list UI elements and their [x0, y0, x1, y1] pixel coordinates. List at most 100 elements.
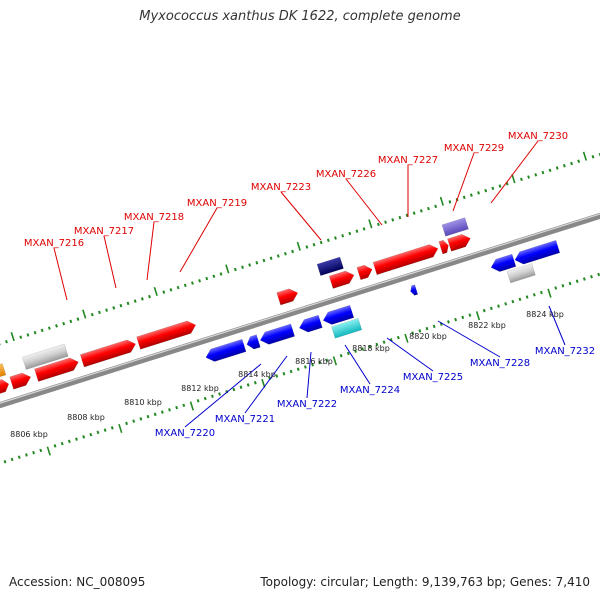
minor-tick	[96, 430, 100, 435]
minor-tick	[527, 175, 531, 179]
minor-tick	[541, 170, 545, 175]
reverse-label-leader	[184, 363, 262, 428]
minor-tick	[133, 299, 137, 303]
minor-tick	[90, 312, 94, 317]
minor-tick	[232, 387, 236, 392]
minor-tick	[425, 326, 429, 331]
forward-gene	[372, 244, 439, 276]
minor-tick	[5, 339, 8, 344]
minor-tick	[384, 220, 387, 224]
minor-tick	[262, 258, 266, 263]
forward-gene-orange	[0, 363, 7, 381]
minor-tick	[398, 215, 402, 220]
minor-tick	[168, 408, 171, 412]
minor-tick	[269, 256, 273, 260]
forward-label-leader	[179, 207, 218, 273]
forward-gene-grey	[22, 343, 69, 370]
minor-tick	[233, 267, 237, 272]
minor-tick	[203, 396, 207, 401]
minor-tick	[112, 306, 116, 310]
kbp-marker-label: 8808 kbp	[67, 413, 105, 422]
minor-tick	[305, 245, 309, 249]
minor-tick	[105, 308, 108, 312]
minor-tick	[47, 326, 51, 330]
forward-gene-label: MXAN_7218	[124, 212, 184, 223]
forward-gene	[438, 239, 449, 255]
forward-gene-label: MXAN_7217	[74, 226, 134, 237]
minor-tick	[241, 265, 244, 270]
minor-tick	[484, 188, 488, 193]
minor-tick	[532, 293, 536, 297]
major-tick	[547, 288, 552, 298]
minor-tick	[60, 441, 64, 446]
minor-tick	[597, 272, 600, 277]
reverse-gene	[514, 239, 561, 265]
minor-tick	[497, 304, 500, 308]
forward-gene	[0, 379, 10, 395]
reverse-gene	[299, 314, 323, 333]
kbp-marker-layer: 8806 kbp 8808 kbp 8810 kbp 8812 kbp 8814 kbp…	[10, 310, 564, 439]
reverse-gene	[490, 253, 517, 272]
reverse-gene-label: MXAN_7221	[215, 414, 275, 425]
major-tick	[46, 446, 51, 456]
kbp-marker-label: 8810 kbp	[124, 398, 162, 407]
minor-tick	[10, 457, 14, 462]
minor-tick	[296, 367, 300, 371]
minor-tick	[427, 206, 430, 211]
major-tick	[511, 174, 516, 184]
minor-tick	[191, 281, 194, 285]
minor-tick	[326, 238, 330, 242]
minor-tick	[253, 381, 257, 385]
forward-tick-row	[0, 151, 600, 346]
forward-label-leader	[452, 152, 475, 212]
forward-gene	[276, 288, 299, 306]
major-tick	[118, 423, 123, 434]
minor-tick	[25, 453, 28, 457]
forward-gene-label: MXAN_7227	[378, 155, 438, 166]
minor-tick	[103, 428, 107, 432]
minor-tick	[462, 195, 466, 200]
minor-tick	[153, 412, 157, 417]
reverse-label-leader	[306, 351, 312, 399]
minor-tick	[140, 297, 144, 301]
minor-tick	[570, 161, 573, 166]
reverse-label-leader	[548, 305, 566, 346]
minor-tick	[126, 301, 130, 306]
minor-tick	[518, 297, 522, 302]
minor-tick	[447, 320, 450, 324]
minor-tick	[175, 405, 179, 410]
minor-tick	[196, 399, 200, 403]
minor-tick	[276, 254, 280, 258]
reverse-gene	[259, 323, 295, 345]
reverse-gene-small	[410, 284, 419, 296]
minor-tick	[176, 285, 180, 290]
minor-tick	[32, 450, 35, 455]
minor-tick	[334, 236, 337, 240]
minor-tick	[75, 437, 78, 441]
minor-tick	[76, 317, 80, 321]
minor-tick	[534, 173, 538, 177]
forward-gene	[136, 320, 197, 350]
minor-tick	[40, 328, 44, 333]
minor-tick	[511, 299, 515, 304]
kbp-marker-label: 8816 kbp	[295, 357, 333, 366]
forward-gene-label: MXAN_7229	[444, 143, 504, 154]
reverse-label-leader	[437, 320, 501, 358]
minor-tick	[354, 349, 357, 353]
forward-gene	[34, 357, 79, 382]
minor-tick	[26, 333, 30, 337]
minor-tick	[319, 240, 323, 245]
minor-tick	[98, 310, 101, 315]
genome-summary-text: Topology: circular; Length: 9,139,763 bp…	[260, 575, 590, 589]
minor-tick	[82, 435, 86, 439]
minor-tick	[405, 213, 409, 218]
minor-tick	[183, 283, 187, 288]
forward-gene	[328, 270, 355, 289]
reverse-gene-label: MXAN_7222	[277, 399, 337, 410]
reverse-gene	[246, 334, 261, 350]
major-tick	[332, 356, 338, 366]
minor-tick	[468, 313, 472, 317]
minor-tick	[396, 335, 400, 340]
